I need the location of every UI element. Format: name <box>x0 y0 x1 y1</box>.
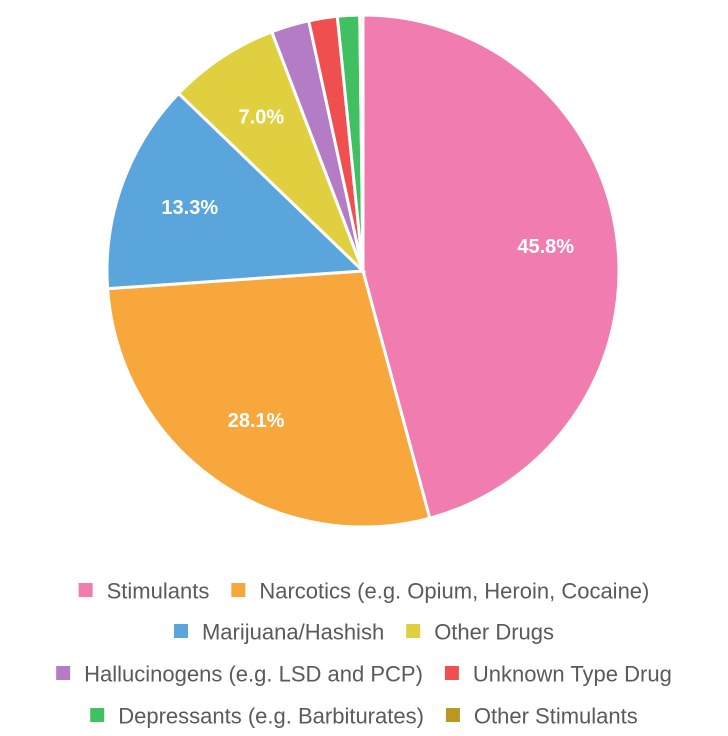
data-label-stimulants: 45.8% <box>517 236 574 258</box>
legend-label: Hallucinogens (e.g. LSD and PCP) <box>84 662 423 687</box>
legend-swatch <box>90 708 105 722</box>
pie-slice-other-drugs[interactable] <box>176 29 365 273</box>
legend-item-narcotics-e-g-opium-heroin-cocaine[interactable]: Narcotics (e.g. Opium, Heroin, Cocaine) <box>231 579 649 604</box>
legend-item-other-stimulants[interactable]: Other Stimulants <box>445 704 638 729</box>
pie-slice-marijuana-hashish[interactable] <box>105 91 367 291</box>
legend-swatch <box>173 624 188 638</box>
legend-swatch <box>78 583 93 597</box>
legend-item-hallucinogens-e-g-lsd-and-pcp[interactable]: Hallucinogens (e.g. LSD and PCP) <box>56 662 423 687</box>
legend-label: Narcotics (e.g. Opium, Heroin, Cocaine) <box>259 579 649 604</box>
legend-swatch <box>445 708 460 722</box>
pie-slices <box>105 13 621 529</box>
legend-label: Marijuana/Hashish <box>202 620 384 645</box>
legend-swatch <box>406 624 421 638</box>
legend-label: Stimulants <box>107 579 210 604</box>
data-label-other-drugs: 7.0% <box>239 106 285 128</box>
legend: Stimulants Narcotics (e.g. Opium, Heroin,… <box>56 579 672 729</box>
legend-item-marijuana-hashish[interactable]: Marijuana/Hashish <box>173 620 384 645</box>
pie-slice-stimulants[interactable] <box>361 13 621 520</box>
pie-slice-narcotics-e-g-opium-heroin-cocaine[interactable] <box>106 269 432 529</box>
legend-swatch <box>444 666 459 680</box>
legend-swatch <box>231 583 246 597</box>
legend-label: Other Stimulants <box>474 704 638 729</box>
legend-label: Other Drugs <box>434 620 554 645</box>
legend-item-other-drugs[interactable]: Other Drugs <box>406 620 554 645</box>
data-label-narcotics-e-g-opium-heroin-cocaine: 28.1% <box>228 410 285 432</box>
legend-item-stimulants[interactable]: Stimulants <box>78 579 210 604</box>
legend-label: Depressants (e.g. Barbiturates) <box>118 704 424 729</box>
legend-swatch <box>56 666 71 680</box>
data-label-marijuana-hashish: 13.3% <box>161 197 218 219</box>
legend-item-depressants-e-g-barbiturates[interactable]: Depressants (e.g. Barbiturates) <box>90 704 424 729</box>
pie-data-labels: 45.8% 28.1% 13.3% 7.0% <box>161 106 574 432</box>
legend-label: Unknown Type Drug <box>473 662 672 687</box>
legend-item-unknown-type-drug[interactable]: Unknown Type Drug <box>444 662 672 687</box>
pie-slice-other-stimulants[interactable] <box>358 13 365 272</box>
